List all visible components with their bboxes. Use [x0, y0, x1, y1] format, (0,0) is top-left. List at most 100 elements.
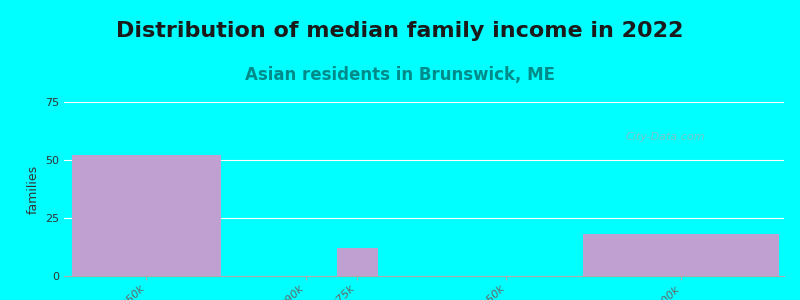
- Bar: [64, 102, 784, 103]
- Y-axis label: families: families: [26, 164, 39, 214]
- Bar: [64, 102, 784, 103]
- Bar: [64, 102, 784, 103]
- Bar: [64, 102, 784, 103]
- Bar: [64, 102, 784, 103]
- Bar: [64, 102, 784, 103]
- Bar: [64, 102, 784, 103]
- Bar: [64, 102, 784, 103]
- Bar: [64, 102, 784, 103]
- Bar: [64, 102, 784, 103]
- Bar: [64, 102, 784, 103]
- Bar: [64, 102, 784, 103]
- Bar: [64, 102, 784, 103]
- Bar: [64, 102, 784, 103]
- Bar: [64, 102, 784, 103]
- Bar: [64, 102, 784, 103]
- Bar: [64, 102, 784, 103]
- Bar: [64, 102, 784, 103]
- Bar: [64, 102, 784, 103]
- Bar: [64, 102, 784, 103]
- Bar: [337, 248, 378, 276]
- Bar: [64, 102, 784, 103]
- Bar: [583, 234, 779, 276]
- Bar: [64, 102, 784, 103]
- Bar: [64, 102, 784, 103]
- Bar: [64, 102, 784, 103]
- Bar: [64, 102, 784, 103]
- Bar: [64, 102, 784, 103]
- Bar: [64, 102, 784, 103]
- Bar: [64, 102, 784, 103]
- Bar: [64, 102, 784, 103]
- Bar: [64, 102, 784, 103]
- Bar: [64, 102, 784, 103]
- Bar: [64, 102, 784, 103]
- Text: Distribution of median family income in 2022: Distribution of median family income in …: [116, 21, 684, 41]
- Bar: [64, 102, 784, 103]
- Bar: [64, 102, 784, 103]
- Bar: [64, 102, 784, 103]
- Bar: [64, 102, 784, 103]
- Bar: [64, 102, 784, 103]
- Bar: [64, 102, 784, 103]
- Bar: [64, 102, 784, 103]
- Bar: [64, 102, 784, 103]
- Bar: [64, 102, 784, 103]
- Bar: [64, 102, 784, 103]
- Bar: [64, 102, 784, 103]
- Bar: [64, 102, 784, 103]
- Bar: [64, 102, 784, 103]
- Bar: [64, 102, 784, 103]
- Bar: [64, 102, 784, 103]
- Bar: [64, 102, 784, 103]
- Bar: [64, 102, 784, 103]
- Bar: [64, 102, 784, 103]
- Bar: [64, 102, 784, 103]
- Bar: [64, 102, 784, 103]
- Bar: [64, 102, 784, 103]
- Bar: [64, 102, 784, 103]
- Bar: [64, 102, 784, 103]
- Bar: [64, 102, 784, 103]
- Bar: [64, 102, 784, 103]
- Bar: [64, 102, 784, 103]
- Bar: [64, 102, 784, 103]
- Bar: [64, 102, 784, 103]
- Bar: [64, 102, 784, 103]
- Bar: [64, 102, 784, 103]
- Bar: [64, 102, 784, 103]
- Bar: [64, 102, 784, 103]
- Bar: [64, 102, 784, 103]
- Bar: [64, 102, 784, 103]
- Bar: [64, 102, 784, 103]
- Bar: [64, 102, 784, 103]
- Bar: [64, 102, 784, 103]
- Bar: [64, 102, 784, 103]
- Bar: [64, 102, 784, 103]
- Bar: [64, 102, 784, 103]
- Bar: [64, 102, 784, 103]
- Bar: [64, 102, 784, 103]
- Bar: [64, 102, 784, 103]
- Bar: [64, 102, 784, 103]
- Bar: [64, 102, 784, 103]
- Bar: [64, 102, 784, 103]
- Bar: [64, 102, 784, 103]
- Bar: [64, 102, 784, 103]
- Bar: [64, 102, 784, 103]
- Bar: [64, 102, 784, 103]
- Bar: [64, 102, 784, 103]
- Bar: [64, 102, 784, 103]
- Bar: [64, 102, 784, 103]
- Bar: [64, 102, 784, 103]
- Bar: [64, 102, 784, 103]
- Bar: [64, 102, 784, 103]
- Bar: [64, 102, 784, 103]
- Bar: [64, 102, 784, 103]
- Bar: [64, 102, 784, 103]
- Bar: [64, 102, 784, 103]
- Bar: [64, 102, 784, 103]
- Bar: [64, 102, 784, 103]
- Bar: [64, 102, 784, 103]
- Bar: [64, 102, 784, 103]
